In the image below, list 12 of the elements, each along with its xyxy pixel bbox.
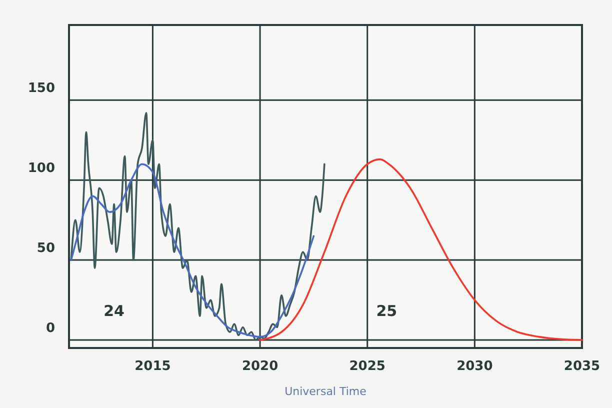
y-tick-label: 150	[28, 81, 55, 96]
annotation: 25	[376, 302, 398, 320]
x-axis-title: Universal Time	[284, 385, 367, 398]
annotation: 24	[104, 302, 125, 320]
x-tick-label: 2035	[564, 359, 600, 374]
x-tick-label: 2025	[349, 359, 386, 374]
x-tick-label: 2020	[242, 359, 278, 374]
y-tick-label: 0	[46, 321, 55, 336]
x-tick-label: 2015	[134, 359, 171, 374]
y-tick-label: 100	[28, 161, 55, 176]
x-tick-label: 2030	[456, 359, 493, 374]
y-tick-label: 50	[36, 241, 55, 256]
